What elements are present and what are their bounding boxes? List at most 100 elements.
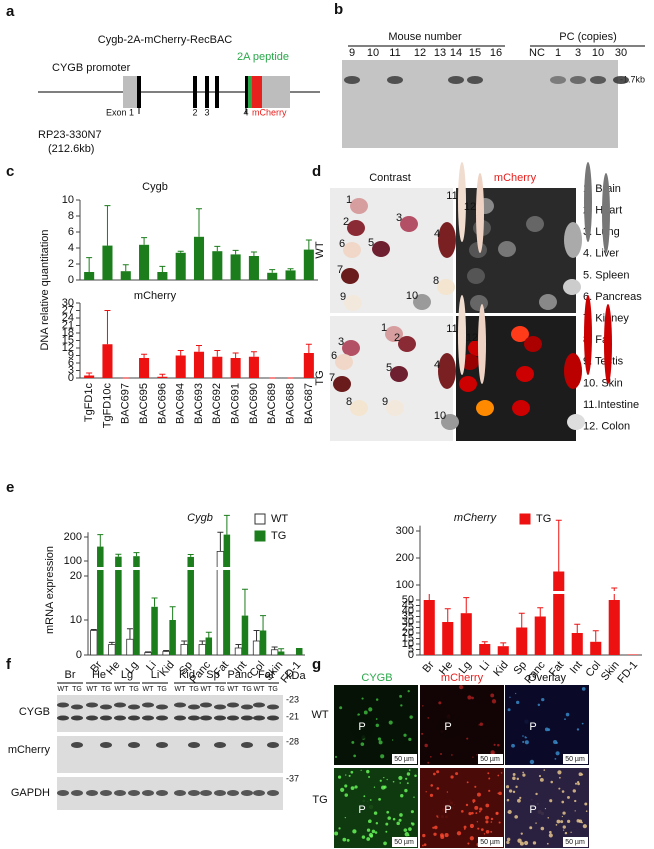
fluorescence [564,222,582,258]
signal [490,817,494,821]
lane-label: 14 [450,47,462,59]
organ-number: 6 [339,238,345,250]
signal [354,785,358,789]
signal [490,750,495,755]
signal [408,769,411,771]
signal [334,831,339,836]
band [188,790,200,796]
signal [398,818,402,822]
bar [571,633,583,655]
exon-label: 3 [204,107,209,117]
signal [455,772,459,776]
exon-label: Exon 1 [106,107,134,117]
y-tick-label: 100 [64,555,82,567]
y-tick-label: 8 [68,210,74,222]
column-label: mCherry [494,172,537,184]
bar [252,640,261,656]
bar [216,551,225,656]
signal [368,775,371,778]
bar [84,375,95,378]
bac-name: RP23-330N7 [38,129,102,141]
bar [187,556,194,655]
signal [563,829,565,831]
y-tick-label: 15 [62,334,74,346]
region-label: P [358,804,365,816]
lane-label: 1 [555,47,561,59]
scale-box [563,837,588,847]
signal [487,772,490,775]
signal [466,781,469,784]
error-bar [241,588,248,616]
y-tick-label: 30 [402,616,414,628]
band [71,742,83,748]
bar [553,571,565,655]
bar [259,630,267,655]
bar [497,646,509,655]
signal [406,782,409,785]
band [156,715,168,721]
panel-label: f [6,656,12,673]
organ-label: 5. Spleen [583,269,629,281]
error-bar [305,343,312,353]
unit-label: kDa [286,670,306,682]
y-tick-label: 4 [68,242,74,254]
signal [507,809,512,815]
signal [369,799,372,801]
signal [582,824,587,829]
signal [403,733,407,737]
signal [360,742,365,746]
bar [267,272,278,280]
row-label: WT [314,241,326,258]
scale-box [392,754,417,764]
signal [459,685,464,690]
error-bar [169,606,176,620]
error-bar [518,612,525,628]
scale-label: 50 µm [394,756,414,763]
signal [558,776,561,779]
signal [344,816,346,819]
lane-label: TG [72,686,82,693]
signal [344,784,348,788]
error-bar [235,644,242,648]
signal [567,819,571,823]
organ-number: 1 [346,194,352,206]
band [200,715,212,721]
error-bar [574,623,581,633]
band [253,702,265,708]
organ-number: 4 [434,228,440,240]
chart-title: Cygb [142,181,168,193]
signal [378,798,381,801]
signal [497,774,500,777]
bar [205,637,213,655]
signal [422,833,426,838]
bar [139,358,150,378]
scale-label: 50 µm [480,839,500,846]
lane-label: WT [115,686,127,693]
fluorescence [516,366,534,382]
organ-number: 11 [446,323,457,335]
panel-label: b [334,1,343,18]
bar [139,244,150,280]
band [550,76,566,84]
band [188,715,200,721]
y-tick-label: 18 [62,327,74,339]
signal [515,692,517,695]
error-bar [500,642,507,647]
utr-box [262,76,290,108]
signal [422,705,424,707]
signal [547,816,550,819]
signal [405,777,408,780]
y-tick-label: 0 [68,372,74,384]
x-tick-label: BAC689 [266,383,278,424]
organ-number: 3 [396,212,402,224]
signal [516,700,520,705]
organ-label: 9. Testis [583,356,624,368]
bar [285,270,296,280]
organ [398,336,416,352]
signal [366,769,370,774]
signal [385,822,389,826]
organ-number: 6 [331,350,337,362]
band [142,702,154,708]
exon-label: 2 [192,107,197,117]
x-tick-label: BAC693 [193,383,205,424]
